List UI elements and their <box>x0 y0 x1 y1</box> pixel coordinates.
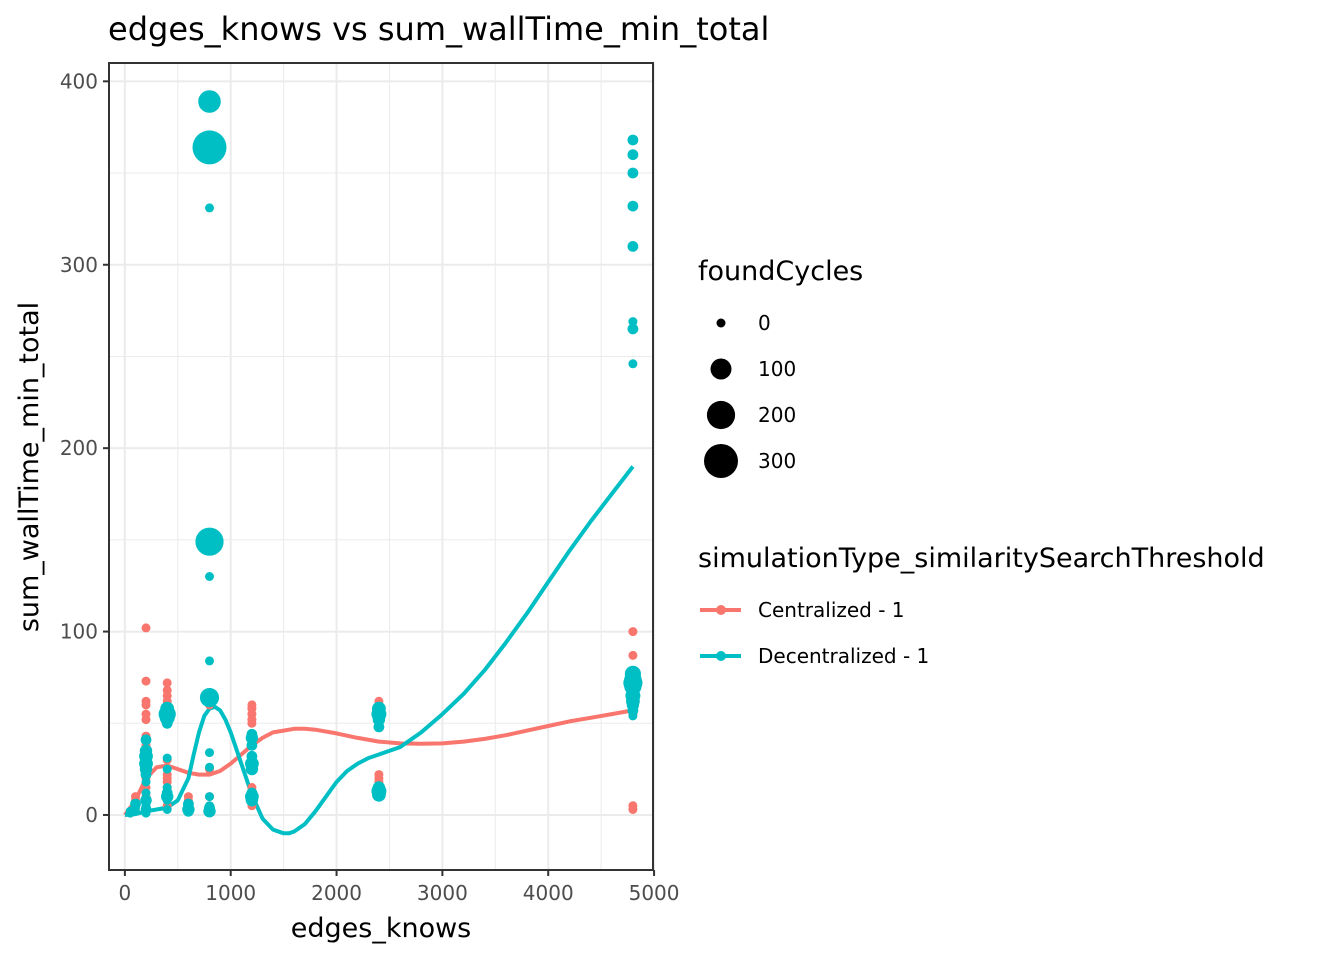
data-point <box>247 700 257 710</box>
y-tick-label: 200 <box>60 436 98 460</box>
data-point <box>162 678 172 688</box>
x-tick-label: 4000 <box>523 881 574 905</box>
data-point <box>246 728 258 740</box>
data-point <box>199 688 220 708</box>
size-legend-title: foundCycles <box>698 256 863 287</box>
y-axis-title: sum_wallTime_min_total <box>14 302 45 632</box>
size-legend-label: 300 <box>758 449 796 473</box>
data-point <box>205 203 214 213</box>
data-point <box>160 701 175 716</box>
size-legend-label: 200 <box>758 403 796 427</box>
data-point <box>205 801 214 811</box>
size-legend-key <box>704 444 738 478</box>
data-point <box>246 750 258 762</box>
data-point <box>141 777 151 787</box>
data-point <box>141 676 151 686</box>
data-point <box>627 134 639 146</box>
axis-ticks: 0 1000 2000 3000 4000 5000 0 100 200 300 400 <box>60 69 680 905</box>
smooth-lines <box>123 465 635 836</box>
plot-background <box>109 63 653 870</box>
data-point <box>628 801 638 811</box>
data-point <box>205 572 214 581</box>
x-tick-label: 1000 <box>205 881 256 905</box>
data-point <box>628 627 638 637</box>
data-point <box>140 794 152 807</box>
data-point <box>183 798 194 810</box>
data-point <box>628 317 638 327</box>
data-point <box>372 781 386 794</box>
data-point <box>374 770 384 780</box>
plot-grid <box>109 63 656 870</box>
y-tick-label: 400 <box>60 69 98 93</box>
data-point <box>627 323 639 335</box>
data-point <box>195 527 224 556</box>
data-point <box>205 656 214 666</box>
data-point <box>183 792 193 802</box>
data-point <box>198 90 221 113</box>
x-tick-label: 5000 <box>629 881 680 905</box>
data-point <box>162 783 172 792</box>
data-point <box>141 623 151 633</box>
x-tick-label: 2000 <box>311 881 362 905</box>
data-point <box>139 744 153 757</box>
data-point <box>141 709 151 719</box>
data-point <box>140 734 152 746</box>
data-point <box>162 753 172 763</box>
color-legend-dot <box>716 651 726 661</box>
data-point <box>162 764 172 774</box>
chart-title: edges_knows vs sum_wallTime_min_total <box>108 10 769 48</box>
data-point <box>205 762 214 772</box>
data-point <box>627 149 639 161</box>
data-points <box>125 90 643 818</box>
data-point <box>205 748 214 758</box>
data-point <box>628 650 638 660</box>
data-point <box>141 788 151 798</box>
x-tick-label: 3000 <box>417 881 468 905</box>
smooth-line-centralized <box>123 708 634 817</box>
x-axis-title: edges_knows <box>291 913 471 944</box>
color-legend: simulationType_similaritySearchThreshold… <box>698 543 1265 668</box>
size-legend-label: 0 <box>758 311 771 335</box>
data-point <box>130 798 141 810</box>
data-point <box>192 130 227 165</box>
data-point <box>624 665 642 682</box>
smooth-line-decentralized <box>124 465 635 836</box>
color-legend-title: simulationType_similaritySearchThreshold <box>698 543 1265 574</box>
size-legend-key <box>710 358 732 380</box>
color-legend-label: Decentralized - 1 <box>758 644 929 668</box>
size-legend-label: 100 <box>758 357 796 381</box>
size-legend: foundCycles 0 100 200 300 <box>698 256 863 478</box>
data-point <box>131 792 140 802</box>
size-legend-key <box>706 400 736 430</box>
plot-panel-border <box>108 62 654 871</box>
data-point <box>162 805 172 814</box>
y-tick-label: 0 <box>85 803 98 827</box>
y-tick-label: 300 <box>60 253 98 277</box>
data-point <box>162 685 172 695</box>
color-legend-dot <box>716 605 726 615</box>
data-point <box>141 696 151 706</box>
data-point <box>205 792 214 802</box>
x-tick-label: 0 <box>119 881 132 905</box>
size-legend-key <box>716 318 726 328</box>
data-point <box>246 787 258 799</box>
data-point <box>627 200 639 212</box>
data-point <box>627 241 639 252</box>
data-point <box>628 359 638 369</box>
data-point <box>627 167 639 179</box>
y-tick-label: 100 <box>60 620 98 644</box>
color-legend-label: Centralized - 1 <box>758 598 905 622</box>
data-point <box>372 701 386 716</box>
